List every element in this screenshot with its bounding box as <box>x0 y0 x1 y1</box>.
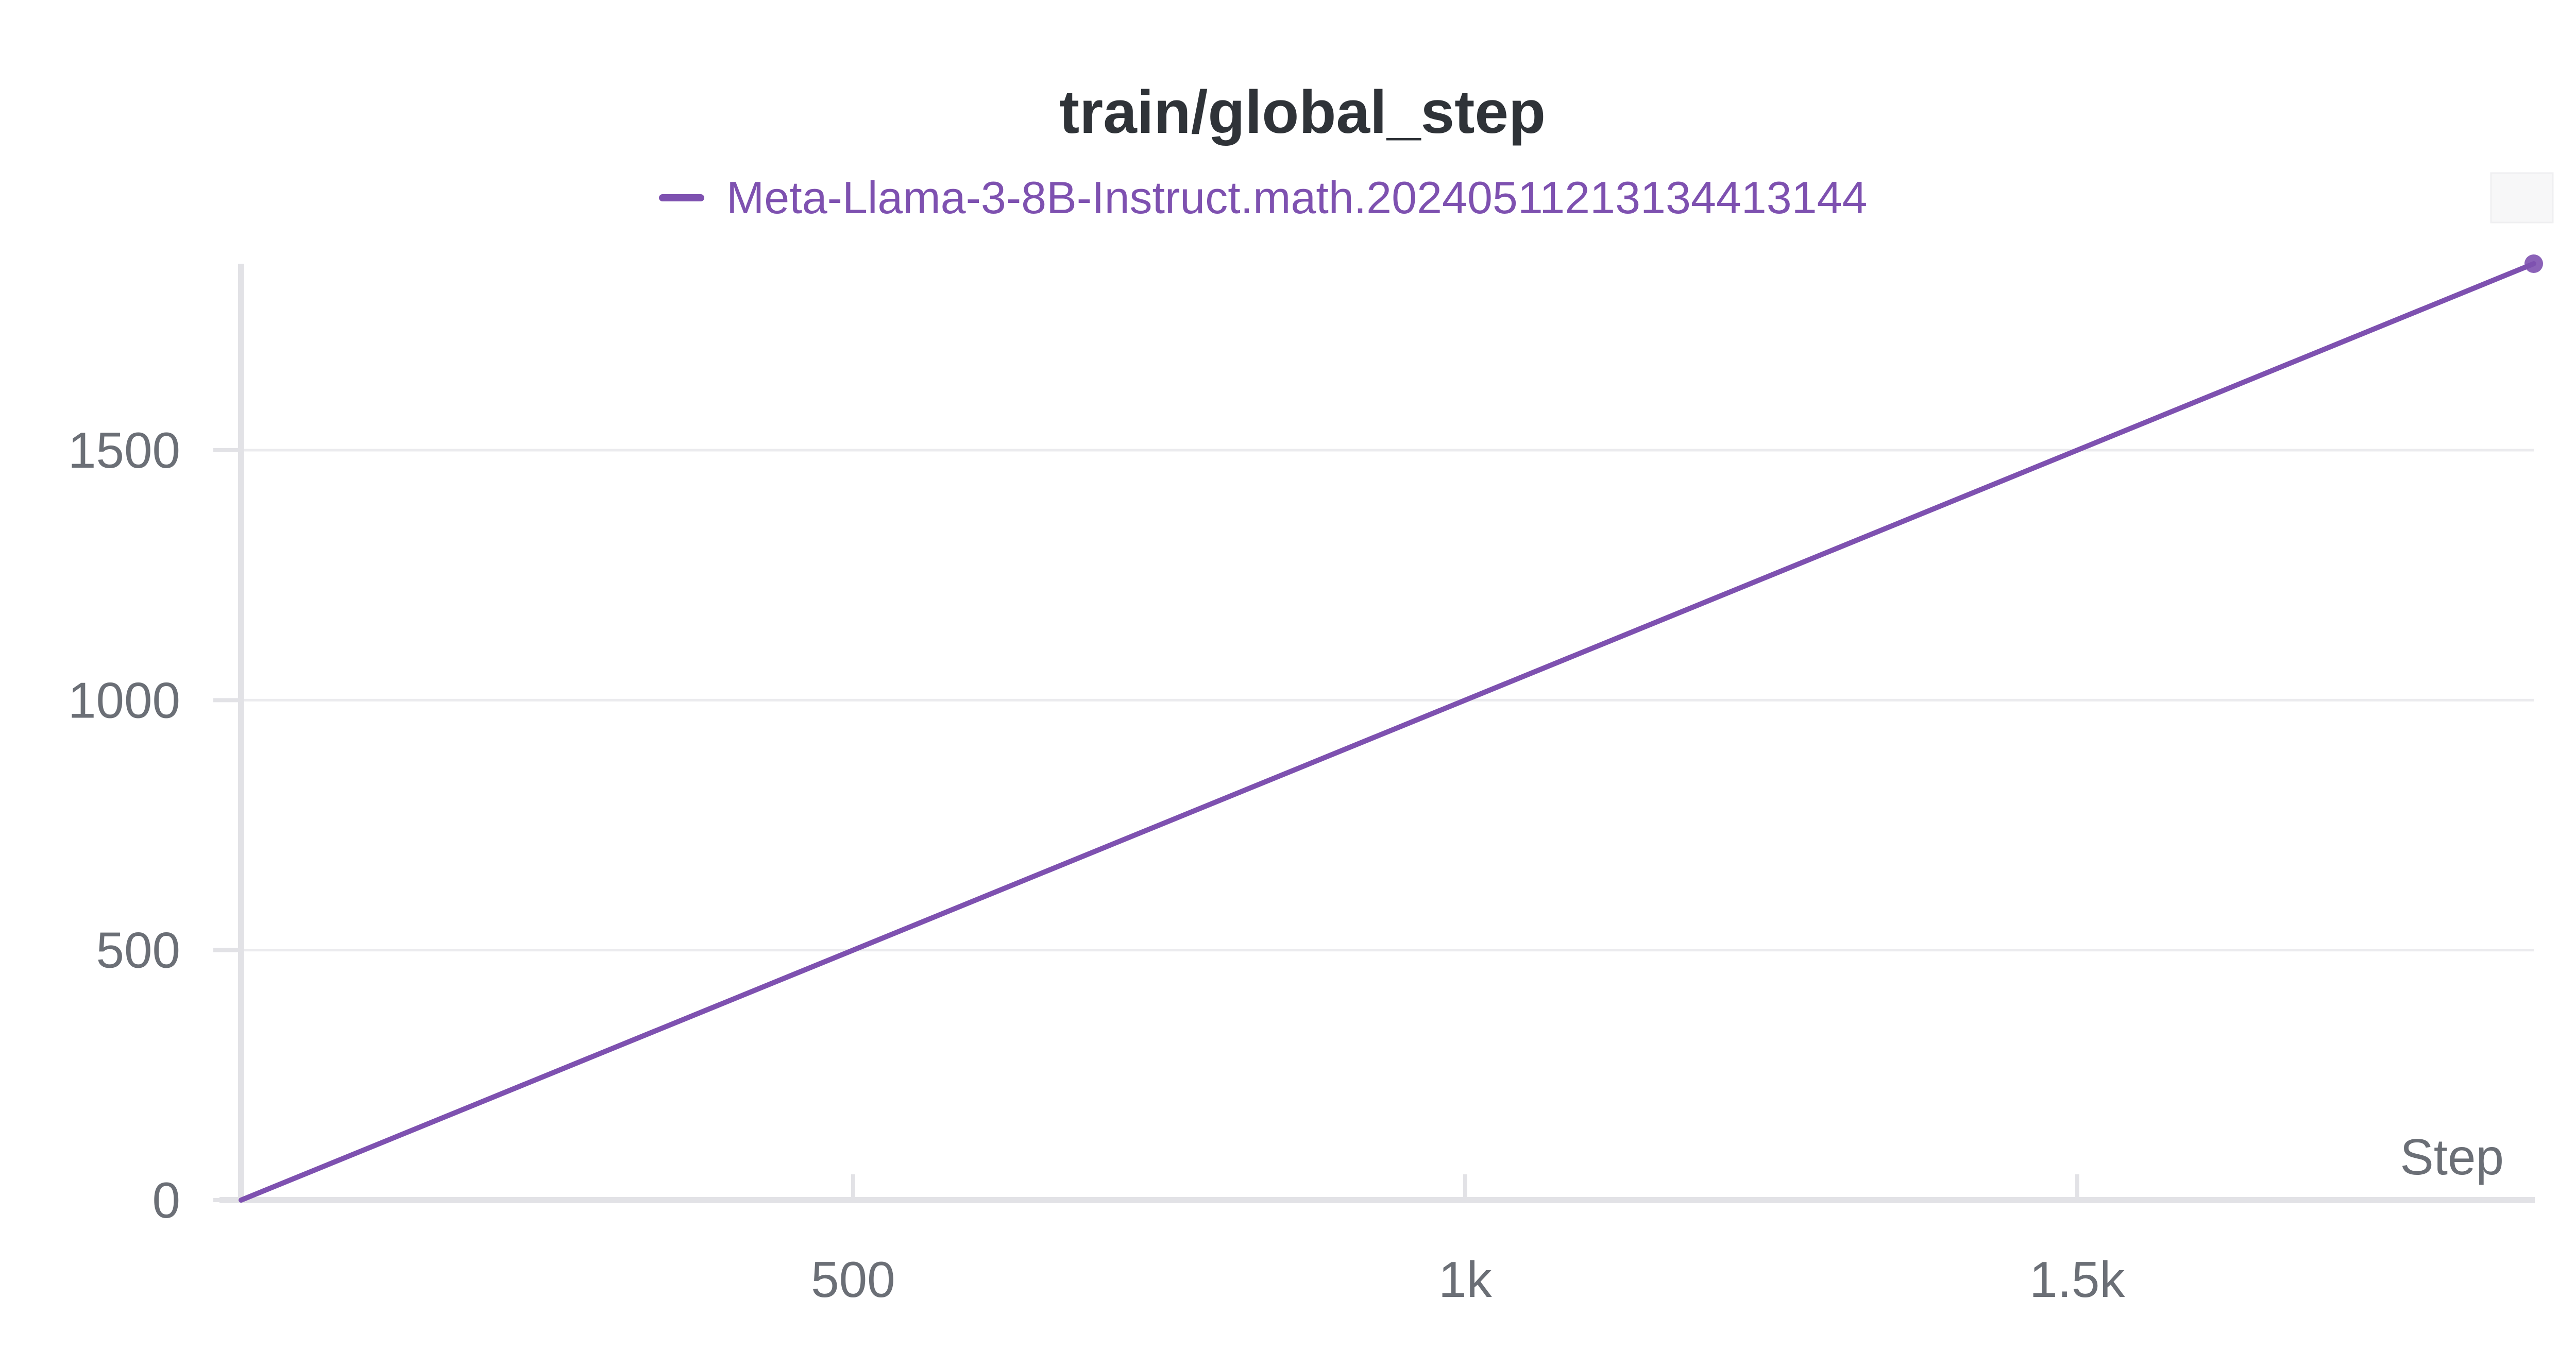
y-tick-label: 1000 <box>68 672 180 728</box>
y-tick-label: 0 <box>152 1172 180 1228</box>
series-endpoint[interactable] <box>2524 254 2543 273</box>
chart-title: train/global_step <box>1059 78 1546 146</box>
series-line[interactable] <box>239 261 2536 1203</box>
y-tick-label: 500 <box>96 922 180 979</box>
legend[interactable]: Meta-Llama-3-8B-Instruct.math.2024051121… <box>659 172 1867 223</box>
legend-series-label: Meta-Llama-3-8B-Instruct.math.2024051121… <box>726 172 1867 223</box>
series-layer <box>239 254 2543 1203</box>
x-axis-title: Step <box>2400 1128 2504 1185</box>
x-tick-label: 1.5k <box>2029 1251 2125 1308</box>
x-axis-ticks: 500 1k 1.5k <box>811 1174 2125 1308</box>
chart-menu-button[interactable] <box>2490 172 2554 224</box>
grid-lines <box>241 449 2534 952</box>
y-tick-label: 1500 <box>68 422 180 478</box>
x-tick-label: 500 <box>811 1251 895 1308</box>
y-axis-ticks: 0 500 1000 1500 <box>68 422 241 1228</box>
x-tick-label: 1k <box>1438 1251 1493 1308</box>
